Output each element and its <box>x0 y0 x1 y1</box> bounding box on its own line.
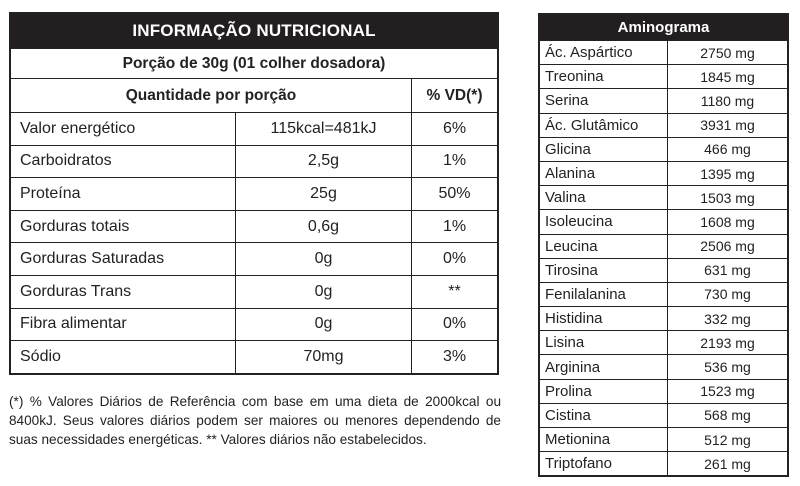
header-quantity: Quantidade por porção <box>11 79 412 112</box>
amino-value: 2750 mg <box>700 44 755 61</box>
amino-value: 1845 mg <box>700 68 755 85</box>
nutrient-name: Sódio <box>11 341 236 373</box>
amino-value: 512 mg <box>704 431 751 448</box>
amino-row: Isoleucina 1608 mg <box>540 209 787 234</box>
nutrient-amount: 0,6g <box>236 210 412 243</box>
nutrient-name: Carboidratos <box>11 145 236 178</box>
amino-row: Cistina 568 mg <box>540 402 787 427</box>
nutrient-amount: 0g <box>236 308 412 341</box>
nutrient-row: Carboidratos 2,5g 1% <box>11 144 497 178</box>
nutrient-vd: ** <box>448 282 461 300</box>
amino-value: 536 mg <box>704 359 751 376</box>
amino-name: Lisina <box>540 331 668 355</box>
amino-name: Alanina <box>540 161 668 186</box>
aminogram-table: Aminograma Ác. Aspártico 2750 mg Treonina 1… <box>538 13 789 478</box>
header-vd: % VD(*) <box>426 86 483 104</box>
amino-row: Glicina 466 mg <box>540 136 787 161</box>
amino-value: 1523 mg <box>700 383 755 400</box>
amino-value: 1395 mg <box>700 165 755 182</box>
nutrient-row: Sódio 70mg 3% <box>11 340 497 373</box>
nutrient-name: Proteína <box>11 178 236 210</box>
amino-row: Ác. Glutâmico 3931 mg <box>540 112 787 137</box>
amino-value: 2506 mg <box>700 238 755 255</box>
nutrient-name: Gorduras Saturadas <box>11 243 236 275</box>
amino-value: 631 mg <box>704 262 751 279</box>
nutrient-row: Gorduras Trans 0g ** <box>11 274 497 308</box>
amino-name: Arginina <box>540 355 668 379</box>
amino-row: Triptofano 261 mg <box>540 451 787 476</box>
amino-row: Arginina 536 mg <box>540 354 787 379</box>
nutrient-row: Proteína 25g 50% <box>11 177 497 210</box>
amino-row: Leucina 2506 mg <box>540 233 787 258</box>
amino-name: Ác. Aspártico <box>540 41 668 65</box>
nutrient-row: Gorduras Saturadas 0g 0% <box>11 242 497 275</box>
amino-value: 261 mg <box>704 455 751 472</box>
amino-name: Isoleucina <box>540 210 668 234</box>
header-row: Quantidade por porção % VD(*) <box>11 78 497 112</box>
nutrient-amount: 0g <box>236 275 412 308</box>
nutrient-vd: 0% <box>442 250 467 268</box>
amino-value: 3931 mg <box>700 117 755 134</box>
amino-name: Leucina <box>540 234 668 258</box>
nutrient-vd: 3% <box>442 347 467 365</box>
amino-row: Ác. Aspártico 2750 mg <box>540 40 787 65</box>
nutrient-amount: 70mg <box>236 341 412 373</box>
amino-name: Tirosina <box>540 258 668 282</box>
amino-value: 332 mg <box>704 310 751 327</box>
amino-value: 466 mg <box>704 141 751 158</box>
nutrient-name: Fibra alimentar <box>11 308 236 341</box>
nutrient-name: Gorduras Trans <box>11 275 236 308</box>
nutrient-vd: 1% <box>442 152 467 170</box>
amino-row: Metionina 512 mg <box>540 427 787 452</box>
nutrient-vd: 0% <box>442 315 467 333</box>
nutrient-row: Fibra alimentar 0g 0% <box>11 307 497 341</box>
amino-value: 568 mg <box>704 407 751 424</box>
amino-name: Cistina <box>540 403 668 427</box>
amino-row: Fenilalanina 730 mg <box>540 281 787 307</box>
amino-row: Histidina 332 mg <box>540 306 787 331</box>
amino-row: Alanina 1395 mg <box>540 160 787 186</box>
amino-name: Treonina <box>540 65 668 89</box>
amino-row: Treonina 1845 mg <box>540 64 787 89</box>
amino-row: Tirosina 631 mg <box>540 257 787 282</box>
nutrition-facts-table: INFORMAÇÃO NUTRICIONAL Porção de 30g (01… <box>9 12 499 375</box>
nutrient-name: Gorduras totais <box>11 210 236 243</box>
amino-row: Valina 1503 mg <box>540 185 787 210</box>
amino-row: Lisina 2193 mg <box>540 330 787 355</box>
amino-row: Prolina 1523 mg <box>540 378 787 403</box>
amino-name: Histidina <box>540 307 668 331</box>
amino-value: 730 mg <box>704 286 751 303</box>
amino-name: Prolina <box>540 379 668 403</box>
amino-name: Serina <box>540 89 668 113</box>
nutrient-row: Valor energético 115kcal=481kJ 6% <box>11 112 497 145</box>
nutrition-title: INFORMAÇÃO NUTRICIONAL <box>11 14 497 48</box>
portion-row: Porção de 30g (01 colher dosadora) <box>11 48 497 78</box>
nutrient-vd: 1% <box>442 217 467 235</box>
nutrient-name: Valor energético <box>11 113 236 145</box>
nutrient-amount: 115kcal=481kJ <box>236 113 412 145</box>
amino-name: Metionina <box>540 428 668 452</box>
nutrition-rows: Valor energético 115kcal=481kJ 6% Carboidra… <box>11 112 497 373</box>
amino-name: Valina <box>540 186 668 210</box>
amino-row: Serina 1180 mg <box>540 88 787 113</box>
nutrient-row: Gorduras totais 0,6g 1% <box>11 209 497 243</box>
amino-value: 1503 mg <box>700 189 755 206</box>
amino-name: Fenilalanina <box>540 282 668 307</box>
amino-name: Glicina <box>540 137 668 161</box>
amino-value: 2193 mg <box>700 334 755 351</box>
aminogram-rows: Ác. Aspártico 2750 mg Treonina 1845 mg Serin… <box>540 40 787 476</box>
aminogram-title: Aminograma <box>540 15 787 40</box>
amino-name: Ác. Glutâmico <box>540 113 668 137</box>
nutrient-vd: 6% <box>442 119 467 137</box>
footnote: (*) % Valores Diários de Referência com … <box>9 394 501 447</box>
amino-value: 1180 mg <box>700 92 755 109</box>
amino-value: 1608 mg <box>700 213 755 230</box>
nutrient-amount: 2,5g <box>236 145 412 178</box>
nutrient-amount: 0g <box>236 243 412 275</box>
amino-name: Triptofano <box>540 452 668 476</box>
nutrient-amount: 25g <box>236 178 412 210</box>
nutrient-vd: 50% <box>438 184 471 202</box>
